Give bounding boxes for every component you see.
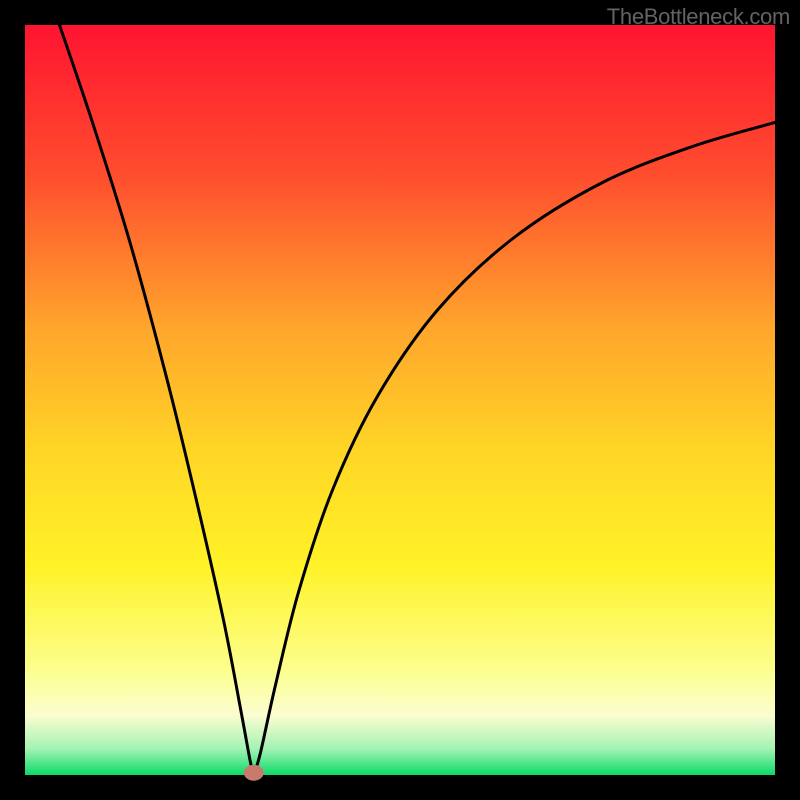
watermark-text: TheBottleneck.com	[607, 4, 790, 30]
minimum-marker	[244, 765, 264, 781]
plot-area	[25, 25, 775, 775]
